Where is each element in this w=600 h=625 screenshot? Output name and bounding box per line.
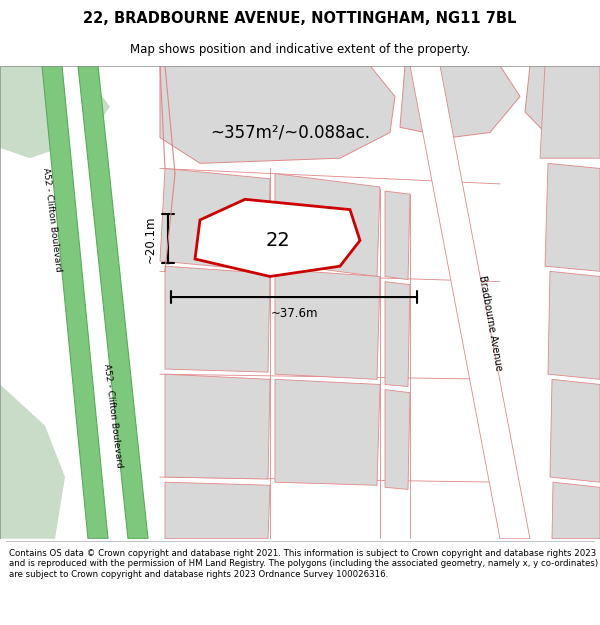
Polygon shape bbox=[550, 379, 600, 482]
Polygon shape bbox=[400, 66, 520, 138]
Polygon shape bbox=[165, 482, 270, 539]
Polygon shape bbox=[78, 66, 148, 539]
Polygon shape bbox=[62, 66, 128, 539]
Polygon shape bbox=[552, 482, 600, 539]
Polygon shape bbox=[160, 169, 270, 271]
Polygon shape bbox=[0, 66, 110, 158]
Polygon shape bbox=[385, 389, 410, 489]
Polygon shape bbox=[385, 191, 410, 279]
Text: 22, BRADBOURNE AVENUE, NOTTINGHAM, NG11 7BL: 22, BRADBOURNE AVENUE, NOTTINGHAM, NG11 … bbox=[83, 11, 517, 26]
Polygon shape bbox=[410, 66, 530, 539]
Polygon shape bbox=[165, 266, 270, 372]
Polygon shape bbox=[42, 66, 108, 539]
Polygon shape bbox=[385, 282, 410, 386]
Text: ~357m²/~0.088ac.: ~357m²/~0.088ac. bbox=[210, 124, 370, 141]
Polygon shape bbox=[545, 163, 600, 271]
Polygon shape bbox=[195, 199, 360, 276]
Polygon shape bbox=[540, 66, 600, 158]
Polygon shape bbox=[165, 374, 270, 479]
Text: ~37.6m: ~37.6m bbox=[270, 307, 318, 320]
Polygon shape bbox=[0, 384, 65, 539]
Polygon shape bbox=[525, 66, 600, 142]
Text: A52 - Clifton Boulevard: A52 - Clifton Boulevard bbox=[102, 362, 124, 468]
Text: Contains OS data © Crown copyright and database right 2021. This information is : Contains OS data © Crown copyright and d… bbox=[9, 549, 598, 579]
Text: 22: 22 bbox=[266, 231, 290, 250]
Text: Bradbourne Avenue: Bradbourne Avenue bbox=[476, 274, 503, 371]
Polygon shape bbox=[548, 271, 600, 379]
Polygon shape bbox=[275, 174, 380, 276]
Polygon shape bbox=[275, 379, 380, 485]
Text: A52 - Clifton Boulevard: A52 - Clifton Boulevard bbox=[41, 168, 63, 272]
Polygon shape bbox=[275, 269, 380, 379]
Polygon shape bbox=[160, 66, 395, 163]
Text: Map shows position and indicative extent of the property.: Map shows position and indicative extent… bbox=[130, 42, 470, 56]
Text: ~20.1m: ~20.1m bbox=[143, 215, 157, 262]
